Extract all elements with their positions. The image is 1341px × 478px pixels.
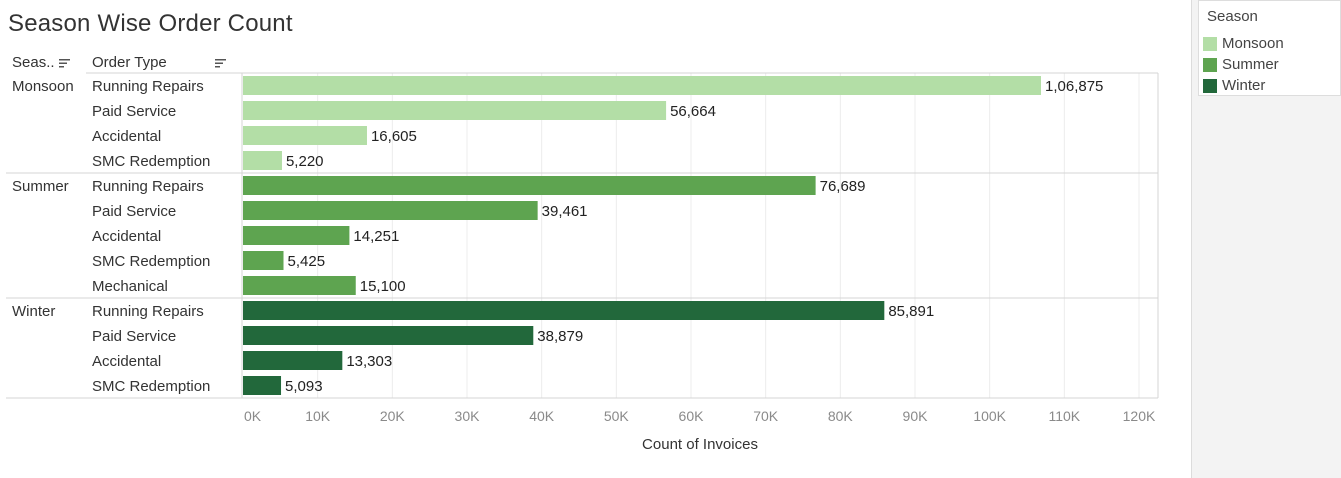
x-tick-label: 100K [973,408,1006,424]
bar[interactable] [243,376,282,395]
order-type-label: Paid Service [92,328,176,345]
x-tick-label: 60K [679,408,705,424]
bar-value-label: 5,220 [286,153,324,170]
order-type-label: Running Repairs [92,178,204,195]
bar-value-label: 5,425 [288,253,326,270]
sort-icon[interactable] [59,58,71,68]
legend-swatch [1203,58,1217,72]
season-label: Monsoon [12,78,74,95]
bar-value-label: 76,689 [820,178,866,195]
order-type-label: SMC Redemption [92,378,210,395]
order-type-label: SMC Redemption [92,253,210,270]
bar-value-label: 56,664 [670,103,716,120]
bar[interactable] [243,151,282,170]
bar[interactable] [243,251,284,270]
bar-value-label: 85,891 [888,303,934,320]
order-type-label: Accidental [92,228,161,245]
x-tick-label: 0K [244,408,262,424]
x-tick-label: 80K [828,408,854,424]
legend-label: Winter [1222,77,1266,94]
order-type-label: Mechanical [92,278,168,295]
bar-chart: Monsoon Running Repairs 1,06,875 Paid Servi… [6,72,1159,453]
order-type-label: Running Repairs [92,78,204,95]
bar[interactable] [243,126,367,145]
x-tick-label: 90K [903,408,929,424]
bar[interactable] [243,76,1041,95]
bar[interactable] [243,226,350,245]
bar-value-label: 39,461 [542,203,588,220]
legend-label: Summer [1222,56,1279,73]
bar[interactable] [243,326,534,345]
order-type-column-header[interactable]: Order Type [92,54,167,71]
order-type-label: Accidental [92,128,161,145]
order-type-label: Running Repairs [92,303,204,320]
chart-title: Season Wise Order Count [8,10,293,37]
bar-value-label: 38,879 [537,328,583,345]
x-tick-label: 120K [1123,408,1156,424]
legend-title: Season [1207,8,1258,25]
bar[interactable] [243,276,356,295]
bar[interactable] [243,351,343,370]
bar[interactable] [243,301,885,320]
legend: Season Monsoon Summer Winter [1198,0,1341,96]
order-type-label: Accidental [92,353,161,370]
bar[interactable] [243,101,667,120]
bar-value-label: 13,303 [346,353,392,370]
bar[interactable] [243,201,538,220]
bar-value-label: 15,100 [360,278,406,295]
order-type-label: Paid Service [92,203,176,220]
x-axis-title: Count of Invoices [642,436,758,453]
x-tick-label: 50K [604,408,630,424]
sort-icon[interactable] [215,58,227,68]
x-tick-label: 20K [380,408,406,424]
x-tick-label: 110K [1048,408,1080,424]
bar-value-label: 5,093 [285,378,323,395]
legend-swatch [1203,37,1217,51]
season-column-header[interactable]: Seas.. [12,54,55,71]
bar-value-label: 14,251 [353,228,399,245]
order-type-label: Paid Service [92,103,176,120]
legend-label: Monsoon [1222,35,1284,52]
season-label: Winter [12,303,55,320]
x-tick-label: 10K [305,408,331,424]
legend-swatch [1203,79,1217,93]
x-tick-label: 40K [529,408,555,424]
bar-value-label: 1,06,875 [1045,78,1103,95]
bar-value-label: 16,605 [371,128,417,145]
x-tick-label: 70K [753,408,779,424]
order-type-label: SMC Redemption [92,153,210,170]
bar[interactable] [243,176,816,195]
x-tick-label: 30K [455,408,481,424]
season-label: Summer [12,178,69,195]
